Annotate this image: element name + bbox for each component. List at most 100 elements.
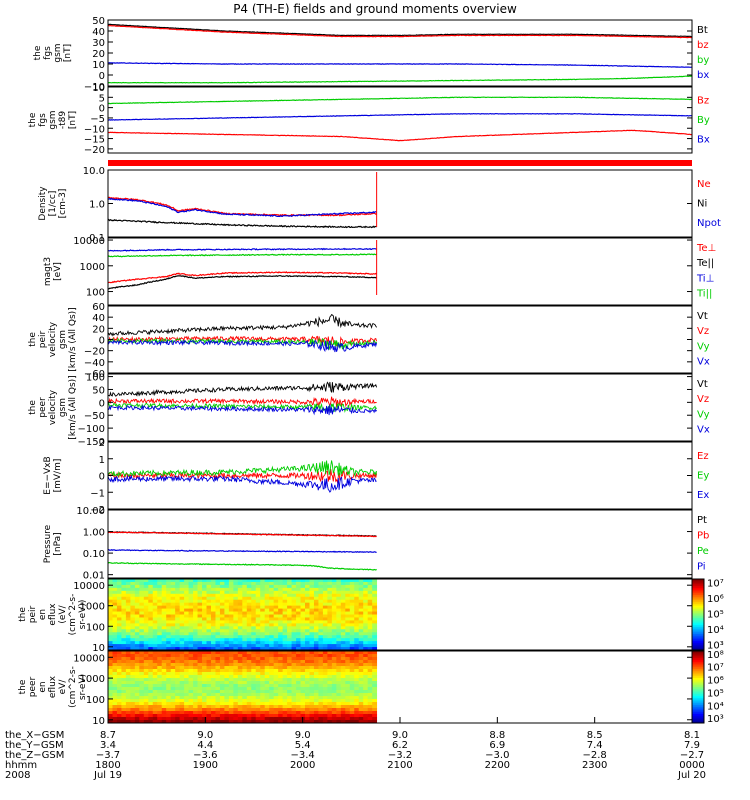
heatmap-cell	[121, 593, 127, 598]
heatmap-cell	[112, 599, 118, 604]
heatmap-cell	[148, 666, 154, 670]
heatmap-cell	[367, 669, 373, 673]
heatmap-cell	[202, 666, 207, 670]
colorbar-segment	[692, 639, 704, 642]
heatmap-cell	[193, 623, 198, 627]
heatmap-cell	[228, 608, 234, 612]
heatmap-cell	[309, 654, 315, 658]
heatmap-cell	[309, 663, 315, 667]
heatmap-cell	[273, 711, 279, 715]
heatmap-cell	[313, 590, 319, 595]
heatmap-cell	[130, 590, 136, 595]
heatmap-cell	[184, 584, 189, 589]
heatmap-cell	[255, 599, 261, 604]
heatmap-cell	[255, 602, 261, 607]
heatmap-cell	[188, 678, 194, 682]
heatmap-cell	[184, 617, 189, 621]
heatmap-cell	[246, 681, 252, 685]
y-tick-label: 40	[92, 27, 105, 38]
heatmap-cell	[193, 669, 198, 673]
heatmap-cell	[130, 579, 136, 583]
heatmap-cell	[255, 641, 261, 645]
heatmap-cell	[349, 647, 355, 651]
heatmap-cell	[228, 705, 234, 709]
heatmap-cell	[219, 608, 225, 612]
heatmap-cell	[224, 626, 230, 630]
heatmap-cell	[322, 696, 328, 700]
heatmap-cell	[139, 644, 145, 648]
heatmap-cell	[134, 590, 140, 595]
heatmap-cell	[134, 699, 140, 703]
heatmap-cell	[251, 678, 257, 682]
heatmap-cell	[345, 632, 351, 636]
heatmap-cell	[246, 638, 252, 642]
heatmap-cell	[269, 638, 275, 642]
y-tick-label: 10.0	[83, 166, 105, 177]
heatmap-cell	[372, 638, 378, 642]
heatmap-cell	[193, 657, 198, 661]
heatmap-cell	[246, 579, 252, 583]
heatmap-cell	[161, 629, 167, 633]
heatmap-cell	[139, 654, 145, 658]
heatmap-cell	[237, 720, 243, 724]
heatmap-cell	[305, 620, 310, 624]
heatmap-cell	[112, 611, 118, 615]
heatmap-cell	[197, 620, 203, 624]
heatmap-cell	[318, 651, 324, 655]
heatmap-cell	[179, 602, 185, 607]
x-annotation-value: −3.0	[485, 750, 509, 761]
heatmap-cell	[116, 681, 122, 685]
heatmap-cell	[318, 696, 324, 700]
colorbar-segment	[692, 587, 704, 591]
heatmap-cell	[363, 635, 369, 639]
heatmap-cell	[354, 626, 360, 630]
heatmap-cell	[251, 669, 257, 673]
legend-entry: Te⊥	[696, 243, 716, 254]
colorbar-tick-label: 10³	[707, 640, 724, 651]
heatmap-cell	[327, 681, 333, 685]
heatmap-cell	[255, 626, 261, 630]
heatmap-cell	[255, 696, 261, 700]
heatmap-cell	[157, 584, 163, 589]
heatmap-cell	[291, 690, 297, 694]
heatmap-cell	[264, 693, 270, 697]
heatmap-cell	[372, 647, 378, 651]
heatmap-cell	[273, 702, 279, 706]
heatmap-cell	[251, 693, 257, 697]
heatmap-cell	[224, 587, 230, 592]
heatmap-cell	[202, 690, 207, 694]
heatmap-cell	[139, 587, 145, 592]
heatmap-cell	[184, 611, 189, 615]
heatmap-cell	[313, 602, 319, 607]
heatmap-cell	[273, 651, 279, 655]
heatmap-cell	[372, 699, 378, 703]
heatmap-cell	[210, 635, 216, 639]
heatmap-cell	[143, 657, 149, 661]
heatmap-cell	[152, 693, 158, 697]
heatmap-cell	[282, 584, 288, 589]
heatmap-cell	[322, 620, 328, 624]
heatmap-cell	[112, 687, 118, 691]
heatmap-cell	[358, 696, 364, 700]
heatmap-cell	[291, 632, 297, 636]
heatmap-cell	[206, 699, 212, 703]
heatmap-cell	[349, 654, 355, 658]
heatmap-cell	[134, 687, 140, 691]
heatmap-cell	[108, 605, 113, 609]
heatmap-cell	[336, 657, 342, 661]
heatmap-cell	[170, 702, 176, 706]
heatmap-cell	[251, 599, 257, 604]
heatmap-cell	[269, 632, 275, 636]
y-axis-label: sr-eV)	[78, 674, 88, 700]
heatmap-cell	[170, 590, 176, 595]
y-tick-label: 10	[92, 716, 105, 727]
heatmap-cell	[354, 654, 360, 658]
heatmap-cell	[152, 602, 158, 607]
heatmap-cell	[219, 617, 225, 621]
heatmap-cell	[305, 690, 310, 694]
heatmap-cell	[318, 657, 324, 661]
heatmap-cell	[125, 605, 131, 609]
heatmap-cell	[166, 617, 172, 621]
heatmap-cell	[282, 669, 288, 673]
heatmap-cell	[219, 587, 225, 592]
